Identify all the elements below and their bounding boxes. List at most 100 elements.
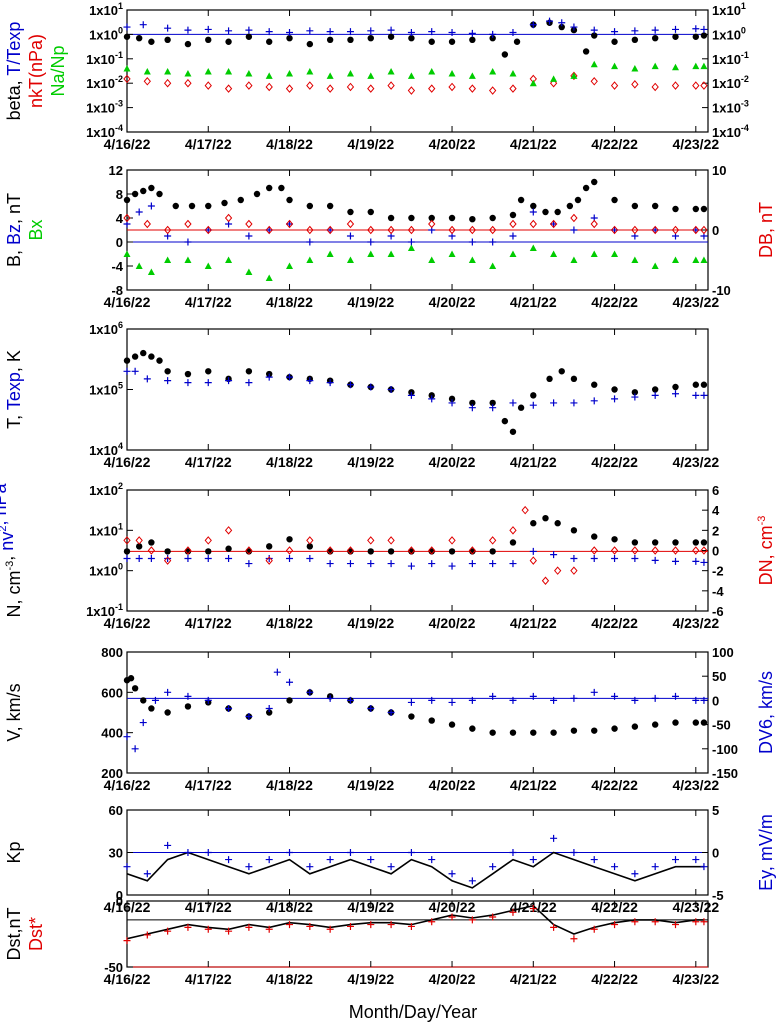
data-point [367,250,375,257]
data-point [204,68,212,75]
data-line [126,851,704,889]
data-point [529,547,537,555]
data-point [139,719,147,727]
y-axis-label: T, Texp, K [4,350,24,429]
x-tick-label: 4/16/22 [104,615,151,631]
data-point [245,713,253,721]
data-point [407,28,415,36]
y-axis-label: beta, T/Texp [4,22,24,121]
data-point [651,391,659,399]
data-point [529,905,537,913]
data-point [549,219,558,229]
data-point [509,696,517,704]
y-tick-label: 400 [101,726,123,741]
x-tick-label: 4/22/22 [591,454,638,470]
data-point [147,202,155,210]
data-point [570,23,578,31]
data-point [326,250,334,257]
data-point [135,543,143,550]
data-point [554,520,561,527]
data-point [489,863,497,871]
y-axis-label-2: Bx [26,219,46,240]
data-point [346,219,355,229]
data-point [204,25,212,33]
data-point [224,213,233,223]
y-tick-label: 0 [116,894,123,909]
data-point [265,28,273,36]
y-tick-label: 600 [101,685,123,700]
y-right-tick-label: 1x10-2 [712,74,749,91]
data-point [266,709,273,716]
data-point [570,226,578,234]
data-point [326,548,334,555]
data-point [156,190,163,198]
data-point [700,863,708,871]
series-dv6 [123,668,708,753]
data-point [428,856,436,864]
y-tick-label: 1x10-1 [86,50,123,67]
data-point [346,381,354,389]
data-point [184,370,192,378]
data-point [631,539,639,546]
data-point [509,232,517,240]
y-tick-label: 1x100 [89,562,123,579]
y-right-tick-label: 5 [712,803,719,818]
data-point [558,368,565,375]
data-point [306,256,314,263]
data-point [347,36,354,44]
y-right-tick-label: 1x10-3 [712,99,749,116]
data-point [367,560,375,568]
data-point [387,386,395,393]
data-point [367,383,375,391]
x-tick-label: 4/22/22 [591,294,638,310]
data-point [468,225,477,235]
y-tick-label: -8 [111,283,123,298]
data-point [326,72,334,79]
data-point [123,548,131,555]
data-point [570,727,578,734]
data-point [700,558,708,566]
data-point [529,79,537,87]
data-line [126,904,704,940]
data-point [700,81,708,90]
x-tick-label: 4/22/22 [591,971,638,987]
data-point [428,717,435,724]
data-point [286,536,293,543]
data-point [286,678,294,686]
data-point [245,219,253,229]
data-point [550,220,558,228]
y-tick-label: 1x10-4 [86,123,123,140]
x-tick-label: 4/18/22 [266,294,313,310]
data-point [582,184,590,192]
data-point [530,520,537,527]
data-point [148,184,155,192]
data-point [700,225,708,235]
data-point [147,268,155,275]
y-right-tick-label: 1x10-1 [712,50,749,67]
data-point [367,536,375,545]
y-right-tick-label: 100 [712,645,734,660]
data-point [245,26,253,34]
y-right-tick-label: 10 [712,163,726,178]
data-point [570,72,578,79]
data-point [692,25,700,33]
data-point [224,84,233,93]
data-point [550,399,558,407]
data-point [143,870,151,878]
x-tick-label: 4/18/22 [266,615,313,631]
data-point [346,256,354,263]
series-t [123,349,708,435]
data-point [387,68,395,75]
data-point [428,546,436,555]
data-point [123,213,131,223]
data-point [692,856,700,864]
data-point [346,232,354,240]
data-point [509,539,517,546]
data-point [286,69,294,77]
data-point [123,33,131,40]
data-point [570,694,578,702]
data-point [591,727,598,734]
y-right-tick-label: -10 [712,283,731,298]
data-point [245,379,253,387]
data-point [550,551,558,559]
